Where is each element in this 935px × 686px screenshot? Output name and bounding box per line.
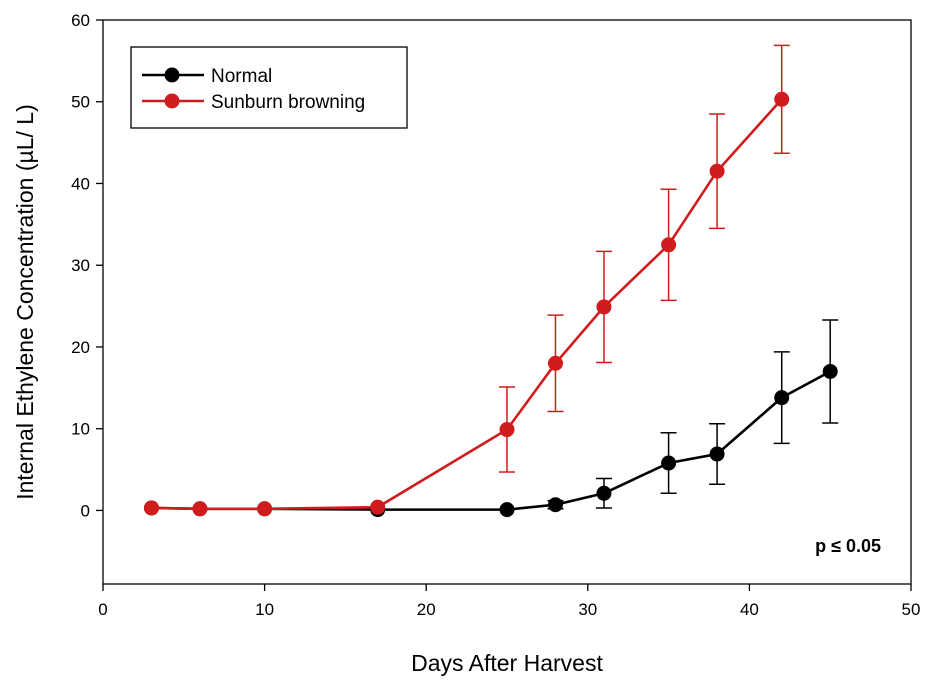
data-point [499, 422, 515, 438]
x-tick-label: 50 [902, 600, 921, 619]
y-tick-label: 40 [71, 174, 90, 193]
y-tick-label: 0 [81, 501, 90, 520]
legend-marker-sunburn [164, 93, 180, 109]
x-tick-label: 30 [578, 600, 597, 619]
y-axis-title: Internal Ethylene Concentration (µL/ L) [12, 104, 38, 500]
x-tick-label: 20 [417, 600, 436, 619]
y-tick-label: 50 [71, 93, 90, 112]
legend-marker-normal [164, 67, 180, 83]
data-point [661, 455, 677, 471]
legend-label-normal: Normal [211, 66, 272, 87]
y-tick-label: 10 [71, 420, 90, 439]
y-tick-label: 20 [71, 338, 90, 357]
y-tick-label: 60 [71, 11, 90, 30]
data-point [774, 91, 790, 107]
x-axis-title: Days After Harvest [411, 650, 603, 676]
axis-ticks: 0 10 20 30 40 50 0 10 20 30 40 50 60 [71, 11, 920, 619]
data-point [596, 299, 612, 315]
data-point [596, 485, 612, 501]
plot-area [102, 19, 912, 585]
data-point [143, 500, 159, 516]
data-point [709, 446, 725, 462]
x-tick-label: 10 [255, 600, 274, 619]
series-normal [143, 319, 839, 518]
significance-annotation: p ≤ 0.05 [815, 536, 881, 556]
data-point [822, 363, 838, 379]
data-point [547, 497, 563, 513]
data-point [709, 163, 725, 179]
data-point [661, 237, 677, 253]
data-point [370, 499, 386, 515]
legend-box [130, 46, 408, 129]
legend: Normal Sunburn browning [130, 46, 408, 129]
legend-label-sunburn: Sunburn browning [211, 92, 365, 113]
x-tick-label: 40 [740, 600, 759, 619]
y-tick-label: 30 [71, 256, 90, 275]
data-point [257, 501, 273, 517]
series-line-sunburn-browning [151, 98, 783, 511]
data-point [774, 390, 790, 406]
data-point [192, 501, 208, 517]
data-point [547, 355, 563, 371]
x-tick-label: 0 [98, 600, 107, 619]
series-layer [143, 44, 839, 518]
data-point [499, 502, 515, 518]
series-sunburn-browning [143, 44, 790, 517]
